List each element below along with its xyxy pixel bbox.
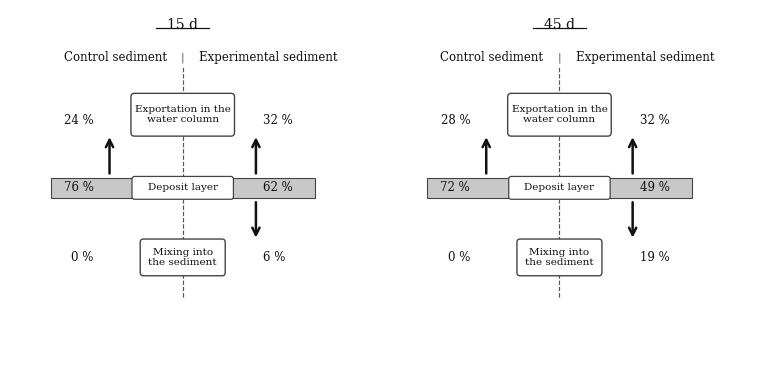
Text: Exportation in the
water column: Exportation in the water column	[512, 105, 607, 124]
FancyBboxPatch shape	[517, 239, 602, 276]
Bar	[51, 178, 315, 198]
Text: 24 %: 24 %	[64, 114, 93, 127]
Text: |: |	[558, 53, 561, 63]
Text: Deposit layer: Deposit layer	[524, 183, 594, 192]
Text: 72 %: 72 %	[440, 181, 470, 194]
FancyBboxPatch shape	[508, 93, 611, 136]
FancyBboxPatch shape	[140, 239, 225, 276]
Text: 6 %: 6 %	[263, 251, 285, 264]
Text: Mixing into
the sediment: Mixing into the sediment	[149, 248, 217, 267]
FancyBboxPatch shape	[509, 176, 610, 199]
Text: Exportation in the
water column: Exportation in the water column	[135, 105, 231, 124]
Text: Experimental sediment: Experimental sediment	[199, 51, 337, 64]
Text: 15 d: 15 d	[167, 19, 198, 32]
Text: 49 %: 49 %	[640, 181, 669, 194]
Text: Control sediment: Control sediment	[64, 51, 167, 64]
Text: 0 %: 0 %	[448, 251, 470, 264]
Text: 32 %: 32 %	[640, 114, 669, 127]
Text: Mixing into
the sediment: Mixing into the sediment	[525, 248, 594, 267]
Text: 76 %: 76 %	[64, 181, 93, 194]
Text: 45 d: 45 d	[544, 19, 575, 32]
Text: 19 %: 19 %	[640, 251, 669, 264]
FancyBboxPatch shape	[131, 93, 235, 136]
Text: 32 %: 32 %	[263, 114, 293, 127]
Text: 28 %: 28 %	[440, 114, 470, 127]
Text: Deposit layer: Deposit layer	[148, 183, 218, 192]
FancyBboxPatch shape	[132, 176, 234, 199]
Text: Control sediment: Control sediment	[440, 51, 543, 64]
Text: |: |	[181, 53, 184, 63]
Text: 62 %: 62 %	[263, 181, 293, 194]
Text: 0 %: 0 %	[71, 251, 93, 264]
Text: Experimental sediment: Experimental sediment	[575, 51, 714, 64]
Bar	[427, 178, 691, 198]
